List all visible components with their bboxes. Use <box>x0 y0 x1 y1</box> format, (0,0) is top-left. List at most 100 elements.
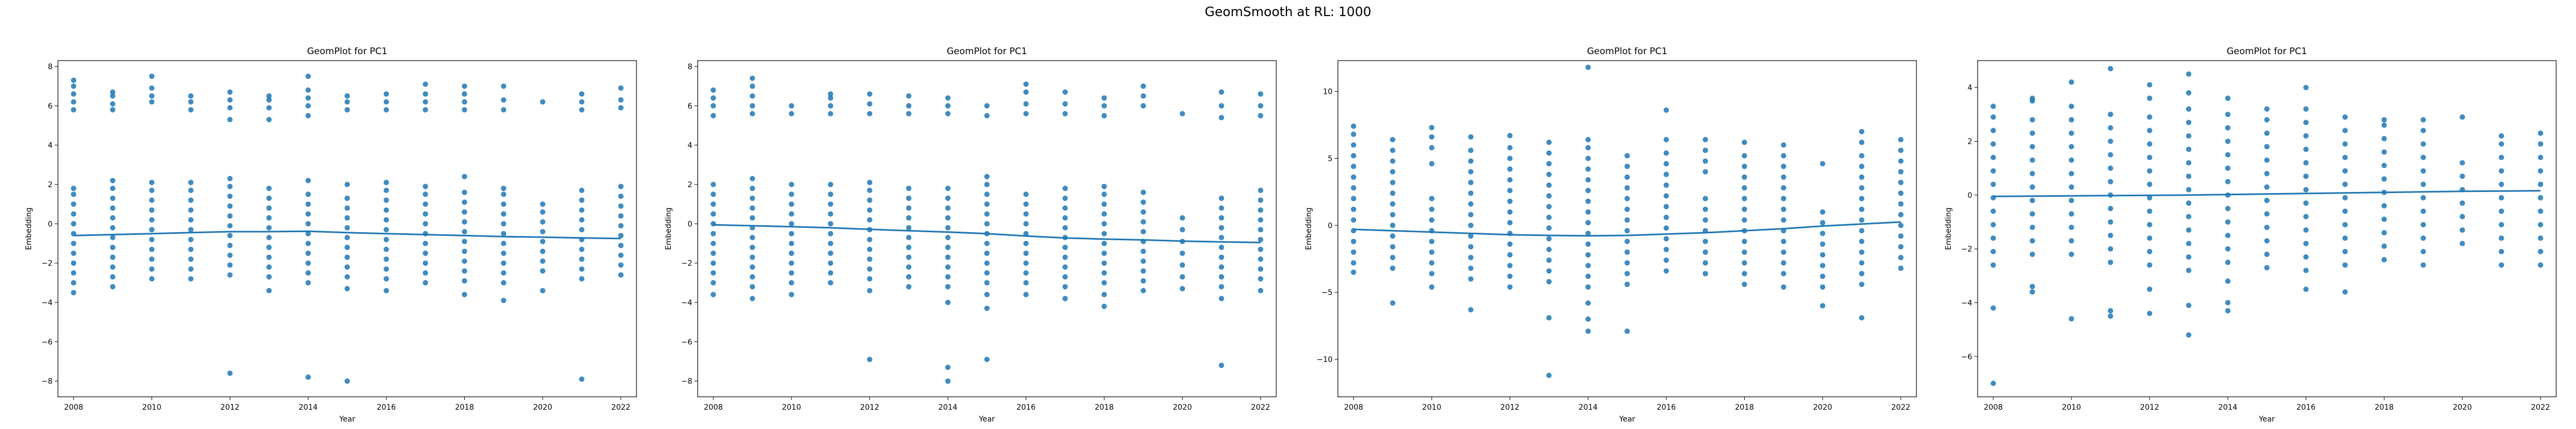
scatter-point <box>1663 161 1669 167</box>
scatter-point <box>1351 196 1357 202</box>
scatter-point <box>867 357 873 363</box>
scatter-point <box>618 105 624 110</box>
scatter-point <box>906 245 912 250</box>
scatter-point <box>2030 225 2035 230</box>
scatter-point <box>1468 147 1474 153</box>
scatter-point <box>1468 233 1474 239</box>
scatter-point <box>788 292 794 298</box>
scatter-point <box>579 91 584 97</box>
scatter-point <box>1390 300 1395 306</box>
y-tick-label: −6 <box>1961 353 1972 361</box>
scatter-point <box>2381 243 2387 249</box>
scatter-point <box>1741 174 1747 180</box>
scatter-point <box>788 241 794 246</box>
scatter-point <box>1062 215 1068 221</box>
scatter-point <box>1140 83 1146 89</box>
scatter-point <box>1351 239 1357 245</box>
scatter-point <box>2460 160 2465 166</box>
scatter-point <box>2264 238 2270 244</box>
scatter-point <box>945 186 951 191</box>
scatter-point <box>906 186 912 191</box>
scatter-point <box>711 221 716 227</box>
scatter-point <box>2147 235 2153 241</box>
scatter-point <box>945 95 951 101</box>
scatter-point <box>345 225 350 231</box>
scatter-point <box>71 77 77 83</box>
scatter-point <box>1429 271 1435 277</box>
scatter-point <box>345 93 350 99</box>
scatter-point <box>2342 222 2348 227</box>
scatter-point <box>750 254 755 260</box>
scatter-point <box>2420 181 2426 187</box>
scatter-point <box>71 99 77 105</box>
scatter-point <box>1741 260 1747 266</box>
scatter-point <box>1585 284 1591 290</box>
scatter-point <box>2147 82 2153 88</box>
scatter-point <box>2030 144 2035 150</box>
scatter-point <box>227 194 233 199</box>
scatter-point <box>2225 246 2231 252</box>
scatter-point <box>2537 262 2543 268</box>
scatter-point <box>2537 195 2543 201</box>
scatter-point <box>1820 252 1826 258</box>
y-tick-label: 6 <box>687 102 692 110</box>
scatter-point <box>2460 241 2465 247</box>
x-axis-label: Year <box>339 415 355 424</box>
scatter-point <box>1062 186 1068 191</box>
scatter-point <box>579 376 584 382</box>
scatter-point <box>1546 172 1552 177</box>
scatter-point <box>2030 252 2035 257</box>
scatter-point <box>2068 252 2074 257</box>
scatter-point <box>345 99 350 105</box>
scatter-point <box>540 219 546 225</box>
scatter-point <box>462 229 467 234</box>
scatter-point <box>2264 144 2270 150</box>
y-tick-label: −5 <box>1321 289 1333 297</box>
y-tick-label: 4 <box>687 142 692 150</box>
scatter-point <box>906 225 912 231</box>
scatter-point <box>867 101 873 107</box>
scatter-point <box>149 217 155 223</box>
scatter-point <box>1741 185 1747 191</box>
x-tick-label: 2018 <box>2375 403 2394 412</box>
scatter-point <box>2499 154 2504 160</box>
scatter-point <box>828 241 833 246</box>
scatter-point <box>1990 262 1996 268</box>
scatter-point <box>2381 230 2387 235</box>
scatter-point <box>711 87 716 93</box>
scatter-point <box>1898 223 1904 228</box>
scatter-point <box>1624 196 1630 202</box>
scatter-point <box>1257 276 1263 282</box>
scatter-point <box>345 378 350 384</box>
scatter-point <box>1859 174 1864 180</box>
scatter-point <box>2147 195 2153 201</box>
scatter-point <box>1180 274 1185 280</box>
scatter-point <box>1624 228 1630 234</box>
scatter-point <box>906 195 912 201</box>
scatter-point <box>462 83 467 89</box>
scatter-point <box>1023 82 1029 87</box>
scatter-point <box>945 195 951 201</box>
scatter-point <box>2537 181 2543 187</box>
scatter-point <box>2068 144 2074 150</box>
scatter-point <box>188 107 194 113</box>
scatter-point <box>867 91 873 97</box>
scatter-point <box>579 207 584 213</box>
scatter-point <box>2381 117 2387 123</box>
scatter-point <box>305 221 311 227</box>
scatter-point <box>2186 254 2192 260</box>
y-tick-label: 2 <box>48 181 53 189</box>
scatter-point <box>618 85 624 91</box>
scatter-point <box>1140 268 1146 274</box>
x-tick-label: 2012 <box>221 403 240 412</box>
x-tick-label: 2016 <box>2296 403 2316 412</box>
scatter-point <box>1140 209 1146 215</box>
scatter-point <box>2147 208 2153 214</box>
scatter-point <box>2225 219 2231 225</box>
scatter-point <box>1820 273 1826 279</box>
scatter-point <box>2303 200 2309 206</box>
scatter-point <box>149 207 155 213</box>
scatter-point <box>750 111 755 116</box>
scatter-point <box>2420 249 2426 255</box>
scatter-point <box>750 93 755 99</box>
